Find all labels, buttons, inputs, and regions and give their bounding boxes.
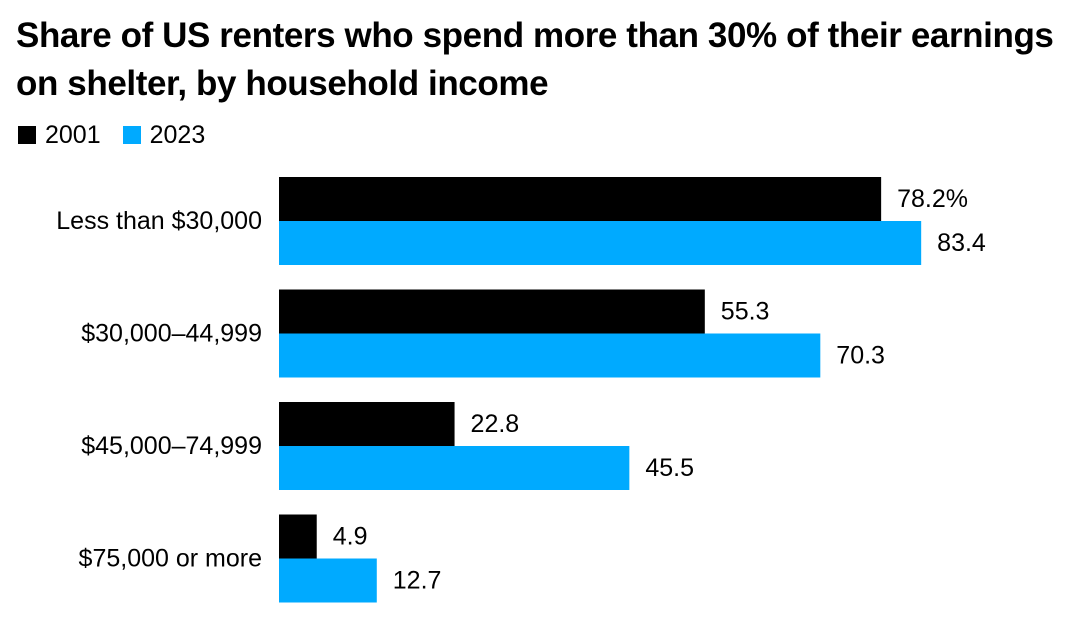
legend-label-2023: 2023 bbox=[149, 120, 206, 149]
data-label-2001-30-000-44-999: 55.3 bbox=[721, 298, 770, 326]
data-label-2023-30-000-44-999: 70.3 bbox=[836, 342, 885, 370]
data-label-2023-less-than-30-000: 83.4 bbox=[937, 229, 986, 257]
bar-2023-45-000-74-999 bbox=[279, 446, 630, 490]
bar-2001-75-000-or-more bbox=[279, 514, 317, 559]
category-label-75-000-or-more: $75,000 or more bbox=[79, 545, 262, 573]
bar-2001-30-000-44-999 bbox=[279, 289, 705, 334]
bar-2023-75-000-or-more bbox=[279, 558, 377, 603]
bar-2001-less-than-30-000 bbox=[279, 177, 882, 221]
data-label-2001-45-000-74-999: 22.8 bbox=[471, 410, 520, 438]
legend-label-2001: 2001 bbox=[45, 120, 101, 149]
legend-swatch-2001 bbox=[18, 126, 36, 144]
legend-item-2001: 2001 bbox=[18, 121, 101, 150]
category-label-30-000-44-999: $30,000–44,999 bbox=[81, 320, 262, 348]
data-label-2023-75-000-or-more: 12.7 bbox=[393, 567, 442, 595]
legend-swatch-2023 bbox=[122, 126, 141, 144]
category-label-less-than-30-000: Less than $30,000 bbox=[56, 207, 262, 235]
bar-2023-less-than-30-000 bbox=[279, 221, 922, 265]
data-label-2001-less-than-30-000: 78.2% bbox=[897, 185, 968, 213]
category-label-45-000-74-999: $45,000–74,999 bbox=[81, 432, 262, 460]
bar-2001-45-000-74-999 bbox=[279, 402, 455, 446]
legend-item-2023: 2023 bbox=[122, 120, 206, 150]
legend: 2001 2023 bbox=[18, 120, 227, 150]
data-label-2023-45-000-74-999: 45.5 bbox=[645, 454, 694, 482]
bar-2023-30-000-44-999 bbox=[279, 333, 821, 378]
chart-title: Share of US renters who spend more than … bbox=[16, 16, 1054, 103]
data-label-2001-75-000-or-more: 4.9 bbox=[333, 523, 368, 551]
